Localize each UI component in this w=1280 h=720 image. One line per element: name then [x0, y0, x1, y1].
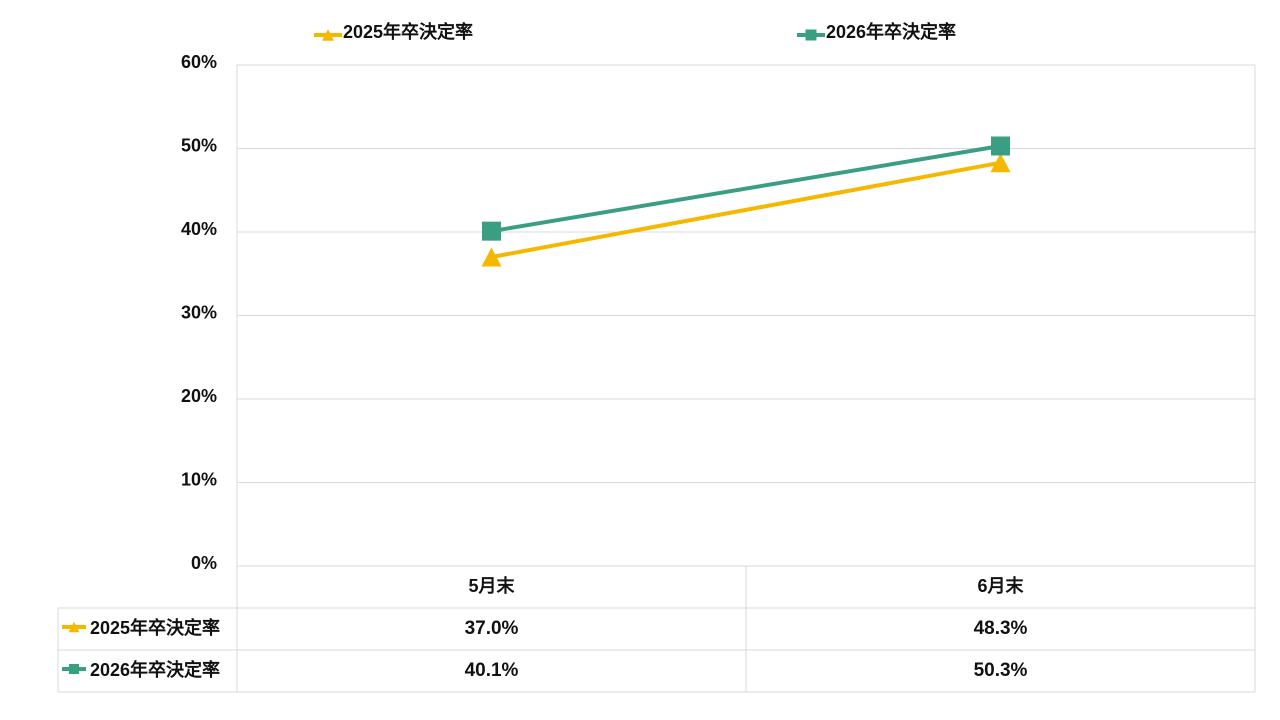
series-line: [491, 144, 1001, 234]
y-tick-label: 30%: [181, 302, 217, 322]
table-series-name: 2025年卒決定率: [90, 617, 220, 638]
data-point: [481, 247, 502, 267]
legend: 2025年卒決定率 2026年卒決定率: [314, 21, 956, 42]
y-tick-label: 0%: [191, 553, 217, 573]
series-line: [491, 160, 1001, 260]
table-legend-marker: [68, 621, 80, 633]
y-tick-label: 40%: [181, 219, 217, 239]
y-tick-label: 20%: [181, 386, 217, 406]
table-value: 37.0%: [465, 618, 519, 639]
y-tick-label: 50%: [181, 135, 217, 155]
plot-frame: [236, 65, 1256, 566]
grid: [237, 64, 1255, 567]
y-tick-label: 10%: [181, 469, 217, 489]
table-value: 40.1%: [465, 660, 519, 681]
table-value: 50.3%: [974, 660, 1028, 681]
legend-marker: [805, 29, 817, 41]
legend-marker: [322, 29, 334, 41]
data-point: [991, 136, 1010, 156]
table-series-name: 2026年卒決定率: [90, 659, 220, 680]
data-point: [482, 221, 501, 241]
category-label: 5月末: [468, 575, 515, 596]
table-value: 48.3%: [974, 618, 1028, 639]
data-table: 5月末 6月末 2025年卒決定率 37.0% 48.3% 2026年卒決定率 40.1% 5…: [57, 565, 1256, 693]
legend-label: 2026年卒決定率: [826, 21, 956, 42]
table-legend-marker: [69, 664, 79, 674]
legend-label: 2025年卒決定率: [343, 21, 473, 42]
y-tick-label: 60%: [181, 52, 217, 72]
category-label: 6月末: [977, 575, 1024, 596]
data-point: [990, 153, 1011, 173]
y-axis: 0% 10% 20% 30% 40% 50% 60%: [181, 52, 217, 573]
series-layer: [481, 136, 1011, 267]
